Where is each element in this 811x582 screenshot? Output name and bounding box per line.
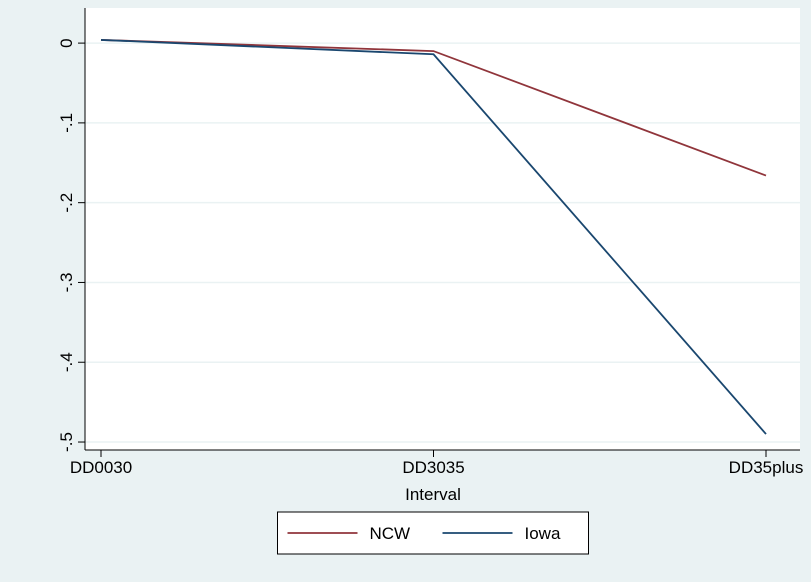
- y-tick-label: -.2: [57, 193, 76, 213]
- x-axis-label: Interval: [405, 485, 461, 504]
- x-tick-label: DD35plus: [729, 458, 804, 477]
- series-line: [100, 39, 767, 177]
- y-tick-label: -.5: [57, 432, 76, 452]
- plot-area: [85, 8, 800, 450]
- y-tick-label: -.4: [57, 352, 76, 372]
- y-tick-label: -.3: [57, 273, 76, 293]
- y-tick-label: 0: [57, 38, 76, 47]
- y-tick-label: -.1: [57, 113, 76, 133]
- x-tick-label: DD3035: [402, 458, 464, 477]
- x-tick-label: DD0030: [70, 458, 132, 477]
- legend-label: NCW: [370, 524, 411, 543]
- legend-label: Iowa: [525, 524, 561, 543]
- series-line: [100, 39, 767, 435]
